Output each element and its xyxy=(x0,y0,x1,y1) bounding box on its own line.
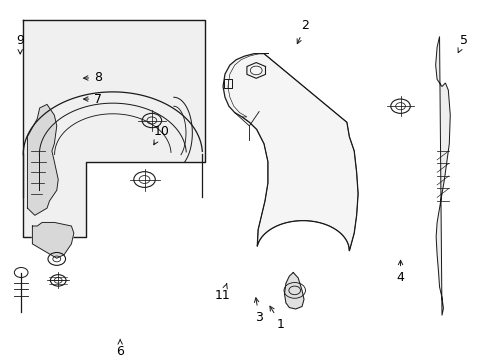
Text: 4: 4 xyxy=(396,260,404,284)
Text: 8: 8 xyxy=(83,71,102,84)
Text: 10: 10 xyxy=(153,125,169,145)
Text: 1: 1 xyxy=(269,306,285,331)
Polygon shape xyxy=(27,104,58,215)
Polygon shape xyxy=(435,36,449,315)
Polygon shape xyxy=(32,222,74,258)
Text: 2: 2 xyxy=(297,19,309,44)
Text: 7: 7 xyxy=(83,93,102,105)
Polygon shape xyxy=(284,273,304,309)
Text: 5: 5 xyxy=(457,33,467,53)
Polygon shape xyxy=(223,54,357,251)
Text: 9: 9 xyxy=(16,34,24,54)
Text: 3: 3 xyxy=(254,298,263,324)
Text: 11: 11 xyxy=(214,284,230,302)
Text: 6: 6 xyxy=(116,339,124,358)
Polygon shape xyxy=(22,21,205,237)
